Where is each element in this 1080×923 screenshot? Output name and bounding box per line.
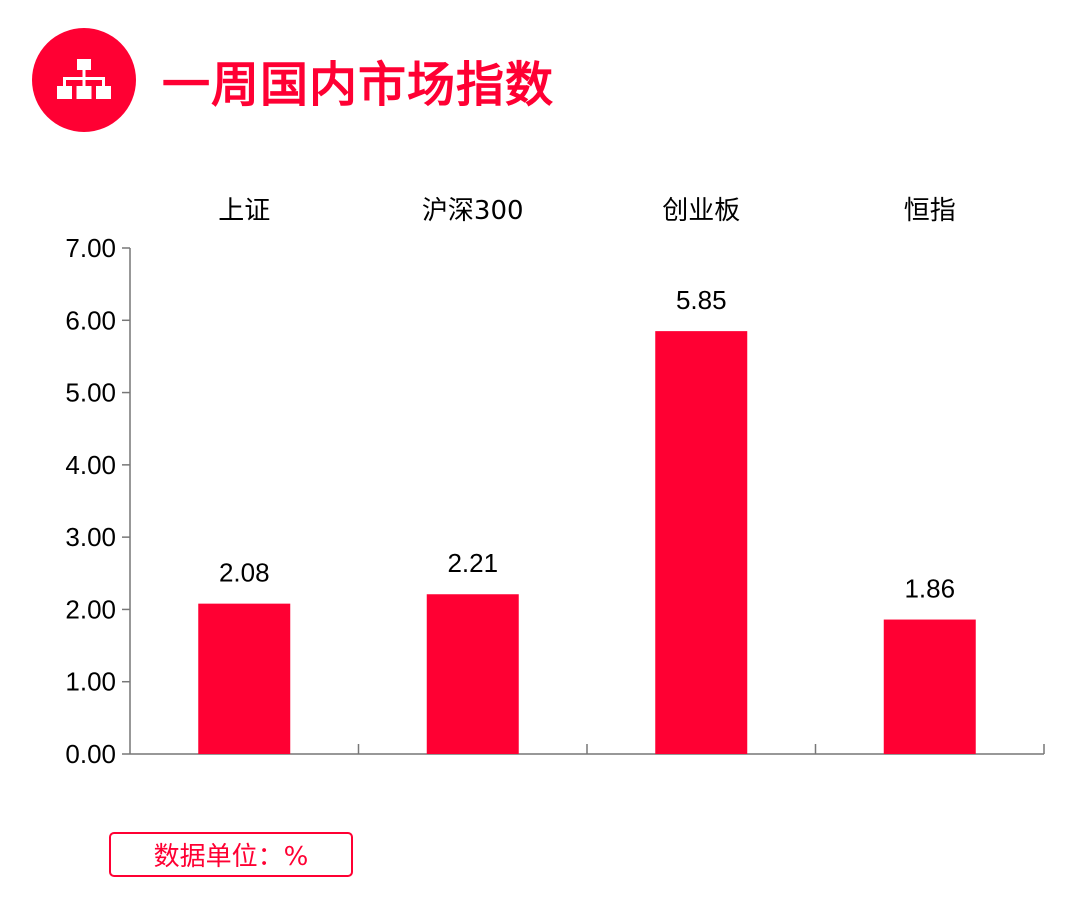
data-label: 5.85: [676, 285, 727, 315]
bar: [883, 619, 976, 754]
y-tick-label: 0.00: [65, 739, 116, 769]
bar: [655, 331, 748, 754]
chart-header: 一周国内市场指数: [32, 28, 554, 132]
category-label: 恒指: [904, 196, 956, 226]
category-labels: 上证 沪深300 创业板 恒指: [218, 196, 956, 226]
y-tick-label: 4.00: [65, 450, 116, 480]
y-tick-label: 2.00: [65, 594, 116, 624]
hierarchy-icon: [32, 28, 136, 132]
y-tick-label: 7.00: [65, 233, 116, 263]
y-tick-label: 1.00: [65, 667, 116, 697]
bars: [198, 331, 976, 754]
value-labels: 2.08 2.21 5.85 1.86: [219, 285, 955, 603]
y-tick-label: 5.00: [65, 378, 116, 408]
category-label: 上证: [218, 196, 270, 226]
data-label: 1.86: [904, 574, 955, 604]
data-label: 2.21: [447, 548, 498, 578]
bar: [198, 603, 291, 754]
data-label: 2.08: [219, 558, 270, 588]
y-tick-label: 3.00: [65, 522, 116, 552]
unit-label: 数据单位：%: [109, 832, 353, 877]
page-title: 一周国内市场指数: [162, 57, 555, 113]
bar: [426, 594, 519, 754]
y-axis: 0.00 1.00 2.00 3.00 4.00 5.00 6.00 7.00: [65, 233, 131, 769]
category-label: 沪深300: [422, 196, 524, 226]
y-tick-label: 6.00: [65, 305, 116, 335]
category-label: 创业板: [662, 196, 740, 226]
